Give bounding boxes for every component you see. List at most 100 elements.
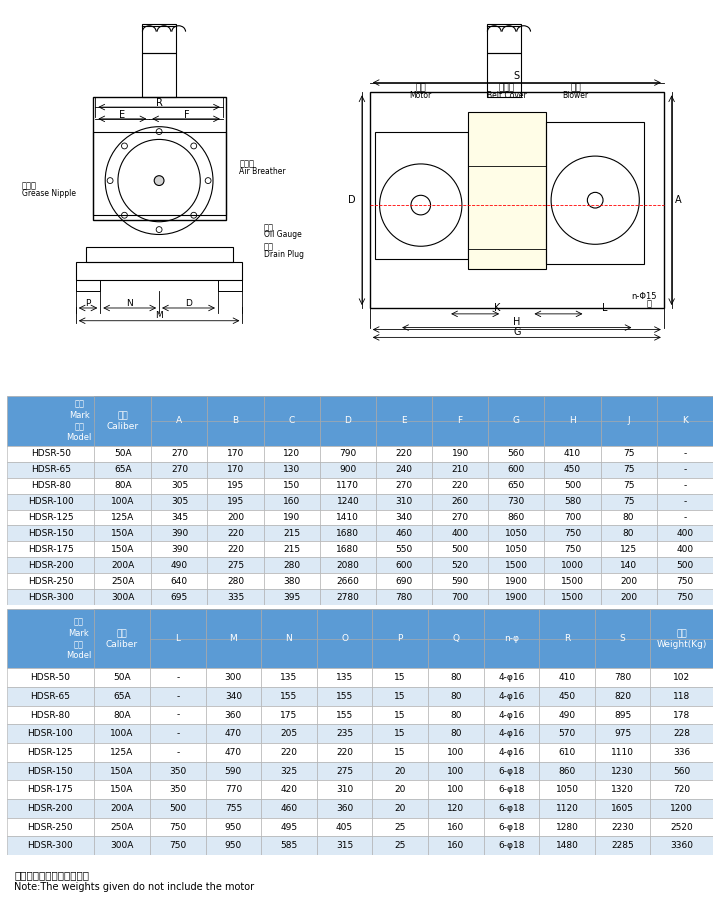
Circle shape xyxy=(154,176,164,186)
Bar xyxy=(7,462,94,478)
Bar xyxy=(150,799,206,818)
Text: 220: 220 xyxy=(451,481,469,491)
Bar xyxy=(7,573,94,589)
Text: D: D xyxy=(344,416,351,425)
Bar xyxy=(600,589,657,605)
Text: 電機: 電機 xyxy=(415,83,426,92)
Text: HDSR-150: HDSR-150 xyxy=(27,767,73,776)
Bar xyxy=(376,573,432,589)
Bar xyxy=(94,395,151,446)
Text: 2230: 2230 xyxy=(611,823,634,832)
Bar xyxy=(432,395,488,446)
Bar xyxy=(207,573,264,589)
Bar xyxy=(150,609,206,639)
Bar xyxy=(432,494,488,510)
Text: L: L xyxy=(602,303,608,313)
Bar xyxy=(264,462,320,478)
Text: 1000: 1000 xyxy=(561,561,584,570)
Text: 200A: 200A xyxy=(110,804,133,813)
Bar xyxy=(150,818,206,836)
Text: 4-φ16: 4-φ16 xyxy=(498,710,525,719)
Bar xyxy=(600,494,657,510)
Text: 排氣體: 排氣體 xyxy=(240,159,254,168)
Bar xyxy=(7,510,94,526)
Text: 140: 140 xyxy=(620,561,637,570)
Bar xyxy=(261,724,317,743)
Text: H: H xyxy=(569,416,576,425)
Bar xyxy=(488,421,544,446)
Text: 50A: 50A xyxy=(114,450,132,459)
Text: HDSR-65: HDSR-65 xyxy=(31,465,71,474)
Bar xyxy=(657,462,713,478)
Text: 125A: 125A xyxy=(110,748,133,757)
Text: 1410: 1410 xyxy=(336,513,359,522)
Bar xyxy=(600,557,657,573)
Bar xyxy=(7,589,94,605)
Bar xyxy=(150,706,206,724)
Bar xyxy=(317,818,372,836)
Bar xyxy=(261,799,317,818)
Bar xyxy=(376,557,432,573)
Bar xyxy=(432,478,488,494)
Bar xyxy=(539,818,595,836)
Text: 490: 490 xyxy=(171,561,188,570)
Bar xyxy=(317,743,372,762)
Text: HDSR-100: HDSR-100 xyxy=(28,497,73,506)
Text: 695: 695 xyxy=(171,593,188,602)
Text: 2520: 2520 xyxy=(670,823,693,832)
Text: 500: 500 xyxy=(676,561,693,570)
Text: Blower: Blower xyxy=(562,90,589,100)
Text: 495: 495 xyxy=(280,823,297,832)
Bar xyxy=(428,724,484,743)
Text: 1120: 1120 xyxy=(556,804,578,813)
Bar xyxy=(94,706,150,724)
Bar xyxy=(376,510,432,526)
Text: S: S xyxy=(620,634,626,643)
Text: 640: 640 xyxy=(171,576,188,586)
Bar xyxy=(151,510,207,526)
Bar xyxy=(94,609,150,669)
Text: 80: 80 xyxy=(450,692,462,700)
Bar xyxy=(7,446,94,462)
Text: 4-φ16: 4-φ16 xyxy=(498,729,525,738)
Bar xyxy=(7,526,94,541)
Text: 590: 590 xyxy=(451,576,469,586)
Bar xyxy=(657,478,713,494)
Bar xyxy=(7,799,94,818)
Bar xyxy=(207,510,264,526)
Text: 220: 220 xyxy=(336,748,353,757)
Bar xyxy=(94,557,151,573)
Bar xyxy=(261,743,317,762)
Bar xyxy=(376,526,432,541)
Bar xyxy=(372,687,428,706)
Bar xyxy=(150,687,206,706)
Bar xyxy=(600,541,657,557)
Text: Motor: Motor xyxy=(410,90,432,100)
Text: HDSR-200: HDSR-200 xyxy=(28,561,73,570)
Text: 135: 135 xyxy=(280,673,297,682)
Bar xyxy=(468,112,546,269)
Text: 120: 120 xyxy=(283,450,300,459)
Bar xyxy=(264,510,320,526)
Text: P: P xyxy=(85,299,90,308)
Bar xyxy=(488,446,544,462)
Text: 315: 315 xyxy=(336,842,354,851)
Text: Q: Q xyxy=(452,634,459,643)
Bar xyxy=(264,541,320,557)
Text: 记号
Mark
型式
Model: 记号 Mark 型式 Model xyxy=(66,618,91,660)
Bar xyxy=(261,780,317,799)
Bar xyxy=(264,395,320,446)
Text: 975: 975 xyxy=(614,729,631,738)
Text: G: G xyxy=(513,416,520,425)
Text: 150: 150 xyxy=(283,481,300,491)
Text: 150A: 150A xyxy=(110,786,133,795)
Text: -: - xyxy=(683,450,686,459)
Text: 65A: 65A xyxy=(113,692,130,700)
Bar xyxy=(206,669,261,687)
Bar xyxy=(650,687,713,706)
Text: 500: 500 xyxy=(564,481,581,491)
Bar xyxy=(600,462,657,478)
Bar xyxy=(374,131,468,259)
Text: 25: 25 xyxy=(395,823,406,832)
Text: 20: 20 xyxy=(395,804,406,813)
